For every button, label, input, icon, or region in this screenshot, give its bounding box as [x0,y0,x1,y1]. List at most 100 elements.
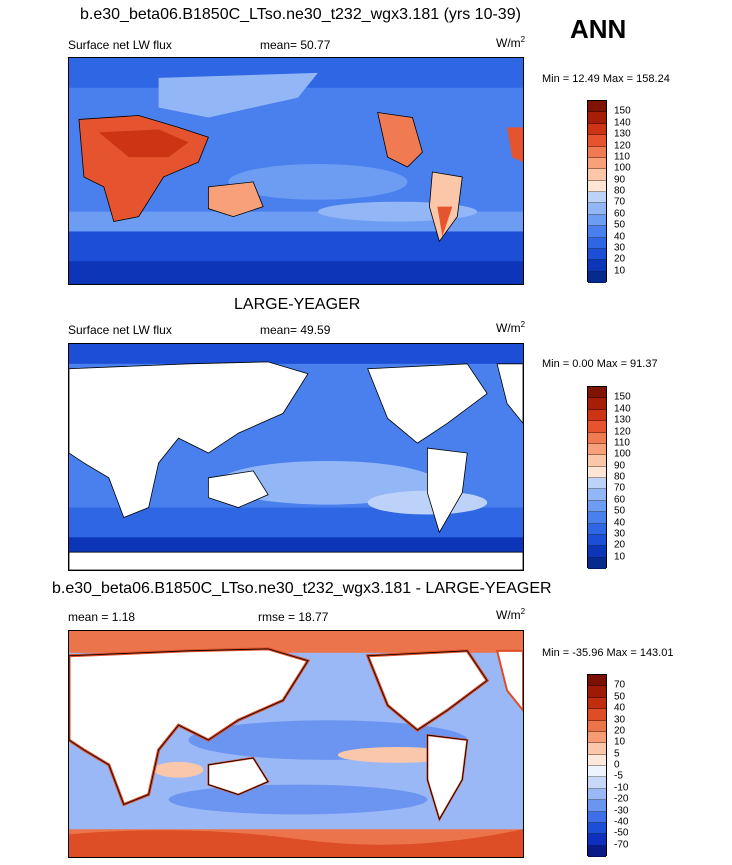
panel-1-mean-label: mean= 50.77 [260,38,331,52]
panel-3-map-svg [69,631,523,857]
colorbar-box [588,203,606,215]
colorbar-box [588,546,606,558]
colorbar-tick-label: 120 [614,426,631,437]
colorbar-tick-label: 5 [614,748,620,760]
colorbar-tick-label: 60 [614,208,626,220]
season-label: ANN [570,14,627,44]
colorbar-tick-label: 110 [614,437,630,449]
colorbar-box [588,766,606,778]
panel-2-unit-sup: 2 [520,320,526,329]
colorbar-box [588,214,606,227]
colorbar-box [588,811,606,823]
panel-2-map [68,343,524,571]
panel-3-unit-text: W/m [496,608,521,622]
colorbar-tick-label: 40 [614,231,626,242]
colorbar-box [588,466,606,478]
colorbar-box [588,777,606,789]
colorbar-tick-label: 130 [614,414,631,426]
colorbar-box [588,500,606,513]
colorbar-box [588,512,606,524]
panel-1-unit-label: W/m2 [496,35,525,50]
colorbar-tick-label: 10 [614,265,626,277]
panel-2-title: LARGE-YEAGER [234,296,361,313]
colorbar-box [588,443,606,456]
colorbar-box [588,409,606,422]
colorbar-tick-label: 30 [614,528,626,540]
panel-1-unit-text: W/m [496,36,521,50]
colorbar-box [588,260,606,272]
colorbar-tick-label: 10 [614,736,626,748]
panel-3-mean-label: mean = 1.18 [68,610,136,624]
panel-3-map [68,630,524,858]
colorbar-box [588,697,606,710]
colorbar-box [588,523,606,535]
panel-2-map-svg [69,344,523,570]
colorbar-tick-label: 60 [614,494,626,506]
colorbar-box [588,686,606,698]
colorbar-box [588,248,606,261]
colorbar-box [588,180,606,192]
panel-2-minmax-label: Min = 0.00 Max = 91.37 [542,358,658,370]
colorbar-box [588,432,606,444]
colorbar-tick-label: 90 [614,174,626,186]
panel-3-minmax-label: Min = -35.96 Max = 143.01 [542,647,674,659]
colorbar-tick-label: -10 [614,782,629,794]
colorbar-box [588,788,606,801]
colorbar-tick-label: 120 [614,140,631,151]
colorbar-box [588,478,606,490]
panel-3-colorbar [587,674,607,857]
panel-2-variable-label: Surface net LW flux [68,323,172,337]
colorbar-box [588,398,606,410]
colorbar-tick-label: -20 [614,793,629,805]
colorbar-tick-label: -40 [614,816,629,828]
colorbar-tick-label: -30 [614,805,629,816]
colorbar-box [588,845,606,857]
colorbar-tick-label: 150 [614,105,631,117]
colorbar-box [588,455,606,467]
colorbar-tick-label: 70 [614,679,626,691]
colorbar-tick-label: 10 [614,551,626,563]
colorbar-box [588,123,606,136]
panel-2-unit-text: W/m [496,321,521,335]
colorbar-box [588,822,606,835]
colorbar-box [588,534,606,547]
colorbar-box [588,237,606,249]
colorbar-tick-label: 50 [614,691,626,703]
colorbar-tick-label: 110 [614,151,630,163]
colorbar-tick-label: 100 [614,162,631,174]
panel-1-minmax-label: Min = 12.49 Max = 158.24 [542,73,670,85]
panel-1-map [68,57,524,285]
colorbar-tick-label: 80 [614,471,626,483]
colorbar-tick-label: 90 [614,460,626,472]
colorbar-tick-label: 70 [614,196,626,208]
panel-2-colorbar [587,386,607,569]
colorbar-box [588,557,606,569]
colorbar-tick-label: 80 [614,185,626,197]
colorbar-tick-label: 20 [614,539,626,551]
colorbar-box [588,226,606,238]
panel-3-unit-sup: 2 [520,607,526,616]
colorbar-box [588,169,606,181]
colorbar-box [588,743,606,755]
colorbar-tick-label: 40 [614,517,626,528]
panel-2-mean-label: mean= 49.59 [260,323,331,337]
colorbar-tick-label: 140 [614,117,631,129]
panel-3-unit-label: W/m2 [496,607,525,622]
colorbar-tick-label: 100 [614,448,631,460]
colorbar-tick-label: 130 [614,128,631,140]
colorbar-tick-label: 70 [614,482,626,494]
colorbar-box [588,834,606,846]
colorbar-box [588,192,606,204]
colorbar-tick-label: 40 [614,702,626,714]
colorbar-tick-label: -5 [614,770,623,782]
colorbar-box [588,754,606,766]
panel-1-unit-sup: 2 [520,35,526,44]
panel-1-variable-label: Surface net LW flux [68,38,172,52]
colorbar-tick-label: -70 [614,839,629,851]
colorbar-box [588,421,606,433]
colorbar-tick-label: 30 [614,242,626,254]
colorbar-tick-label: 140 [614,403,631,415]
colorbar-box [588,731,606,744]
colorbar-box [588,489,606,501]
panel-3-rmse-label: rmse = 18.77 [258,610,329,624]
